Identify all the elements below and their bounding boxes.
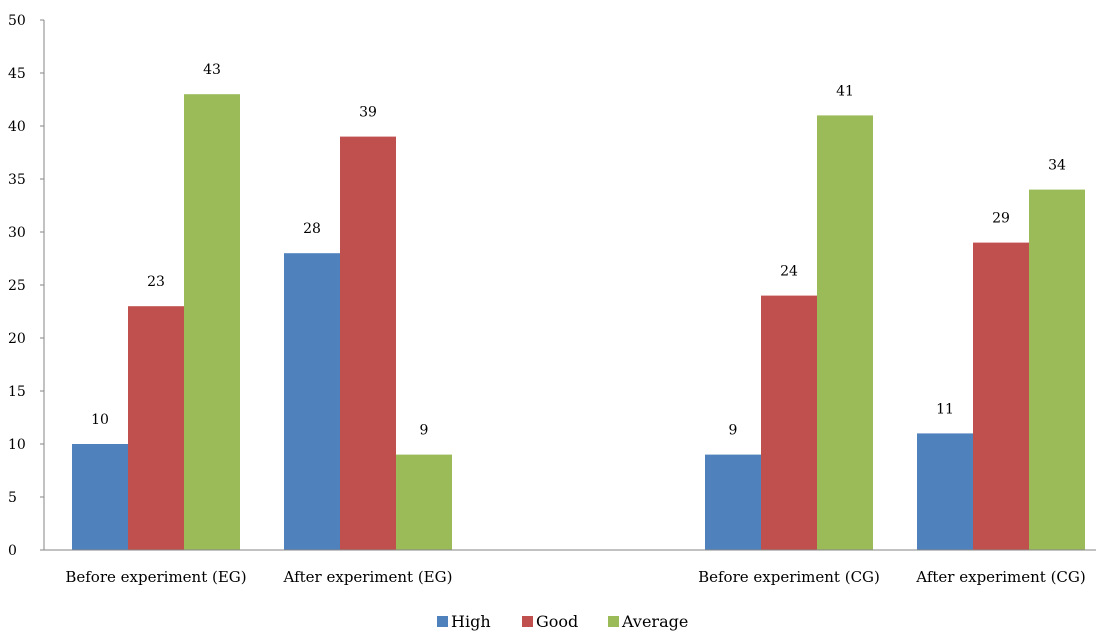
legend-swatch-average <box>608 616 619 627</box>
bar-good-0 <box>128 306 184 550</box>
bar-high-3 <box>705 454 761 550</box>
bar-high-0 <box>72 444 128 550</box>
category-label: After experiment (EG) <box>283 568 453 586</box>
y-tick-label: 20 <box>8 331 26 347</box>
bars <box>72 94 1085 551</box>
bar-average-3 <box>817 115 873 551</box>
y-tick-label: 25 <box>8 278 26 294</box>
y-tick-label: 50 <box>8 13 26 29</box>
legend-swatch-high <box>437 616 448 627</box>
bar-good-4 <box>973 242 1029 550</box>
legend-label: Average <box>621 612 688 631</box>
data-label: 10 <box>91 412 109 428</box>
data-label: 23 <box>147 274 165 290</box>
category-label: Before experiment (CG) <box>698 568 880 586</box>
data-label: 41 <box>836 83 854 99</box>
bar-good-3 <box>761 295 817 550</box>
data-label: 43 <box>203 62 221 78</box>
data-label: 29 <box>992 211 1010 227</box>
legend-swatch-good <box>522 616 533 627</box>
category-label: After experiment (CG) <box>915 568 1085 586</box>
y-tick-label: 40 <box>8 119 26 135</box>
data-label: 24 <box>780 264 798 280</box>
legend-label: High <box>451 612 491 631</box>
category-label: Before experiment (EG) <box>65 568 246 586</box>
data-label: 39 <box>359 105 377 121</box>
x-axis: Before experiment (EG) After experiment (… <box>44 549 1096 586</box>
y-tick-label: 15 <box>8 384 26 400</box>
bar-average-1 <box>396 454 452 550</box>
y-tick-label: 45 <box>8 66 26 82</box>
data-labels: 10 28 9 11 23 39 24 29 43 9 41 34 <box>91 62 1066 438</box>
bar-average-4 <box>1029 189 1085 550</box>
y-tick-label: 30 <box>8 225 26 241</box>
data-label: 34 <box>1048 158 1066 174</box>
legend-label: Good <box>536 612 578 631</box>
bar-good-1 <box>340 136 396 550</box>
bar-high-4 <box>917 433 973 550</box>
y-tick-label: 10 <box>8 437 26 453</box>
data-label: 9 <box>420 423 429 439</box>
y-tick-label: 35 <box>8 172 26 188</box>
y-tick-label: 0 <box>8 543 17 559</box>
data-label: 28 <box>303 221 321 237</box>
legend: High Good Average <box>437 612 688 631</box>
bar-average-0 <box>184 94 240 550</box>
data-label: 11 <box>936 401 954 417</box>
bar-high-1 <box>284 253 340 550</box>
y-tick-label: 5 <box>8 490 17 506</box>
data-label: 9 <box>729 423 738 439</box>
y-axis: 0 5 10 15 20 25 30 35 40 45 50 <box>8 13 45 559</box>
